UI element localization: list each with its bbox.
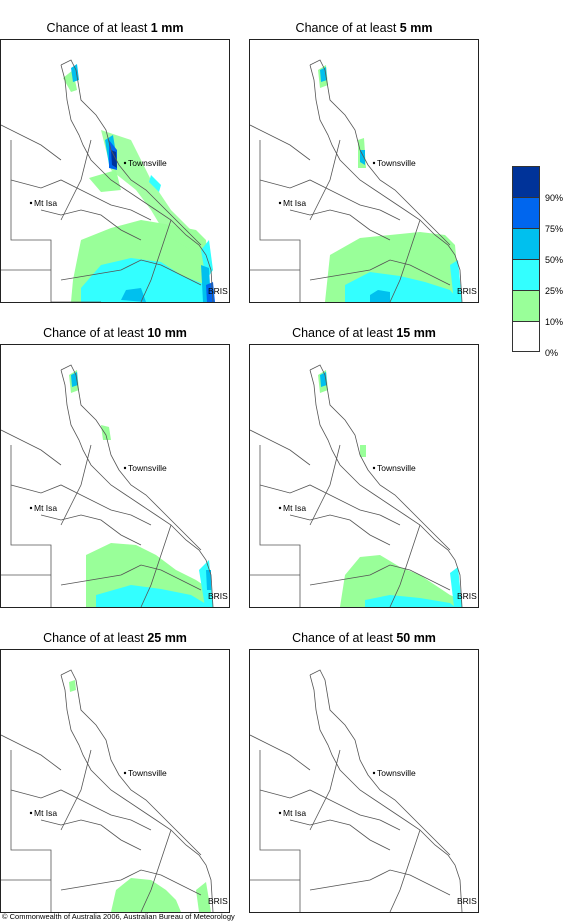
label-brisbane: BRIS [208, 896, 228, 906]
legend-tick-75: 75% [545, 224, 564, 234]
panel-title: Chance of at least 5 mm [295, 21, 433, 35]
legend-tick-90: 90% [545, 193, 564, 203]
probability-legend: 90% 75% 50% 25% 10% 0% [512, 166, 568, 358]
coastline-and-boundaries [1, 59, 214, 302]
label-mt-isa: Mt Isa [283, 198, 306, 208]
panel-title: Chance of at least 15 mm [292, 326, 436, 340]
copyright-credit: © Commonwealth of Australia 2006, Austra… [2, 912, 235, 921]
coastline-and-boundaries [250, 669, 463, 912]
label-townsville: Townsville [377, 463, 416, 473]
queensland-map: Mt Isa Townsville BRIS [0, 39, 230, 303]
legend-swatch-90 [512, 166, 540, 197]
rainfall-shading [318, 370, 462, 607]
legend-swatch-10 [512, 290, 540, 321]
label-mt-isa: Mt Isa [34, 503, 57, 513]
queensland-map: Mt Isa Townsville BRIS [0, 649, 230, 913]
legend-swatch-25 [512, 259, 540, 290]
legend-tick-25: 25% [545, 286, 564, 296]
rainfall-shading [69, 370, 213, 607]
label-townsville: Townsville [128, 768, 167, 778]
panel-title: Chance of at least 25 mm [43, 631, 187, 645]
label-townsville: Townsville [377, 768, 416, 778]
coastline-and-boundaries [1, 364, 214, 607]
legend-swatch-75 [512, 197, 540, 228]
rainfall-shading [63, 64, 215, 302]
label-brisbane: BRIS [208, 591, 228, 601]
coastline-and-boundaries [250, 364, 463, 607]
label-brisbane: BRIS [457, 286, 477, 296]
queensland-map: Mt Isa Townsville BRIS [249, 649, 479, 913]
panel-title: Chance of at least 10 mm [43, 326, 187, 340]
legend-swatch-0 [512, 321, 540, 352]
coastline-and-boundaries [1, 669, 214, 912]
panel-title: Chance of at least 1 mm [46, 21, 184, 35]
panel-title: Chance of at least 50 mm [292, 631, 436, 645]
label-brisbane: BRIS [457, 896, 477, 906]
queensland-map: Mt Isa Townsville BRIS [249, 39, 479, 303]
legend-tick-50: 50% [545, 255, 564, 265]
label-townsville: Townsville [128, 463, 167, 473]
rainfall-shading [318, 65, 462, 302]
label-townsville: Townsville [128, 158, 167, 168]
legend-tick-0: 0% [545, 348, 559, 358]
label-mt-isa: Mt Isa [283, 808, 306, 818]
legend-swatch-50 [512, 228, 540, 259]
label-mt-isa: Mt Isa [34, 808, 57, 818]
label-brisbane: BRIS [457, 591, 477, 601]
label-mt-isa: Mt Isa [283, 503, 306, 513]
queensland-map: Mt Isa Townsville BRIS [0, 344, 230, 608]
legend-tick-10: 10% [545, 317, 564, 327]
label-brisbane: BRIS [208, 286, 228, 296]
queensland-map: Mt Isa Townsville BRIS [249, 344, 479, 608]
rainfall-shading [69, 680, 211, 912]
label-townsville: Townsville [377, 158, 416, 168]
coastline-and-boundaries [250, 59, 463, 302]
label-mt-isa: Mt Isa [34, 198, 57, 208]
